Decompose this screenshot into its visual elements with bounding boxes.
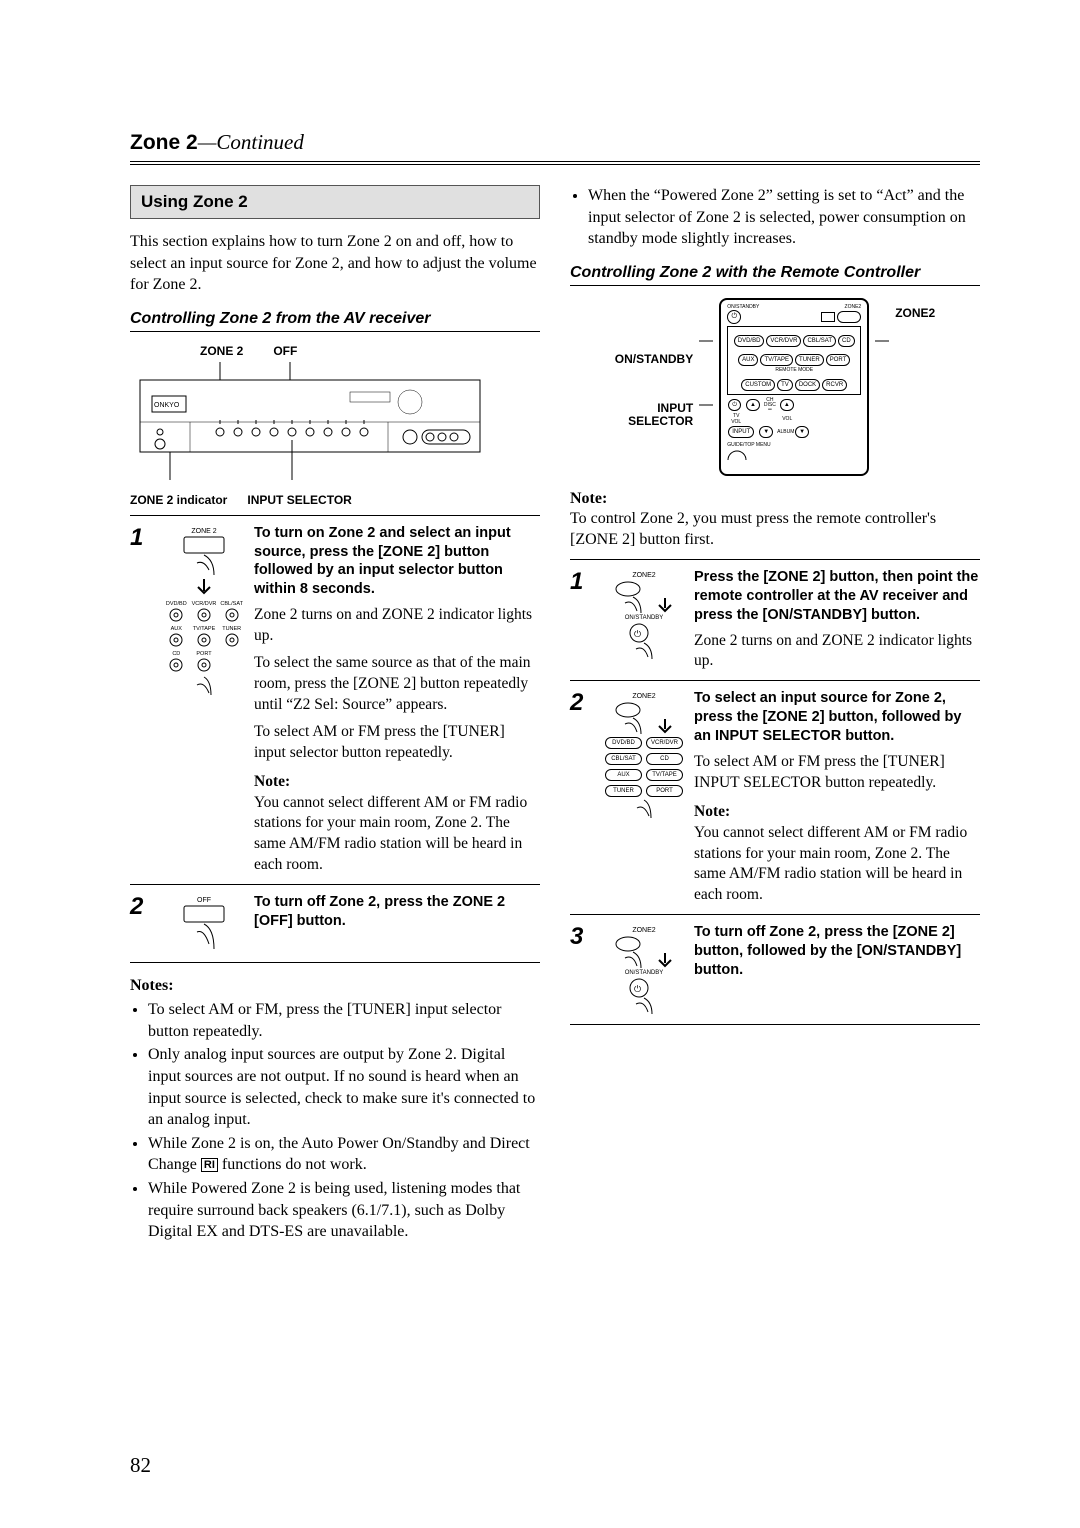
av-receiver-diagram: ZONE 2 OFF ONKYO [130, 344, 540, 507]
illus-zone2: ZONE2 [604, 927, 684, 934]
step1-note-label: Note: [254, 772, 540, 793]
rbtn: VCR/DVR [766, 335, 801, 347]
rstep2-illustration: ZONE2 DVD/BD VCR/DVR CBL/SAT CD AUX TV/TAPE… [604, 689, 684, 906]
diag-label-selector: INPUT SELECTOR [247, 493, 351, 507]
right-step-1: 1 ZONE2 ON/STANDBY ⏻ Press the [ZONE 2] … [570, 559, 980, 672]
diag-label-zone2: ZONE 2 [200, 344, 243, 358]
svg-text:⏻: ⏻ [634, 629, 641, 639]
diag-label-off: OFF [273, 344, 297, 358]
step1-instruction: To turn on Zone 2 and select an input so… [254, 524, 540, 599]
page-continued: —Continued [198, 130, 304, 154]
rstep1-instruction: Press the [ZONE 2] button, then point th… [694, 568, 980, 625]
note-item: While Zone 2 is on, the Auto Power On/St… [148, 1133, 540, 1176]
step-number: 2 [130, 893, 154, 954]
step-number: 1 [570, 568, 594, 672]
label-input-selector: INPUT SELECTOR [615, 402, 693, 428]
rstep2-instruction: To select an input source for Zone 2, pr… [694, 689, 980, 746]
left-step-1: 1 ZONE 2 DVD/BD VCR/DVR CBL/SAT AUX TV/T… [130, 515, 540, 876]
note-item: Only analog input sources are output by … [148, 1044, 540, 1130]
step-number: 3 [570, 923, 594, 1016]
right-step-3: 3 ZONE2 ON/STANDBY ⏻ To turn off Zone 2,… [570, 914, 980, 1025]
receiver-svg: ONKYO [130, 362, 490, 482]
rbtn: TV/TAPE [760, 354, 793, 366]
right-note-label: Note: [570, 490, 980, 508]
note-item: While Powered Zone 2 is being used, list… [148, 1178, 540, 1243]
rstep3-instruction: To turn off Zone 2, press the [ZONE 2] b… [694, 923, 980, 980]
left-step-2: 2 OFF To turn off Zone 2, press the ZONE… [130, 884, 540, 963]
rstep1-p1: Zone 2 turns on and ZONE 2 indicator lig… [694, 631, 980, 673]
ri-icon: RI [201, 1158, 218, 1172]
diag-label-indicator: ZONE 2 indicator [130, 493, 227, 507]
step1-note-text: You cannot select different AM or FM rad… [254, 793, 540, 877]
rbtn: PORT [646, 785, 683, 797]
down-arrow-icon [655, 952, 675, 968]
rbtn: PORT [826, 354, 851, 366]
left-column: Using Zone 2 This section explains how t… [130, 185, 540, 1245]
illus-label-zone2: ZONE 2 [164, 528, 244, 535]
step1-p1: Zone 2 turns on and ZONE 2 indicator lig… [254, 605, 540, 647]
rbtn: TUNER [605, 785, 642, 797]
rstep3-illustration: ZONE2 ON/STANDBY ⏻ [604, 923, 684, 1016]
down-arrow-icon [655, 718, 675, 734]
step-number: 2 [570, 689, 594, 906]
right-bullet: When the “Powered Zone 2” setting is set… [588, 185, 980, 250]
intro-text: This section explains how to turn Zone 2… [130, 231, 540, 296]
rbtn: CBL/SAT [803, 335, 836, 347]
step1-p3: To select AM or FM press the [TUNER] inp… [254, 722, 540, 764]
step2-illustration: OFF [164, 893, 244, 954]
right-note-text: To control Zone 2, you must press the re… [570, 508, 980, 551]
page-title: Zone 2 [130, 131, 198, 154]
remote-diagram: ON/STANDBY INPUT SELECTOR ON/STANDBYZONE… [570, 298, 980, 476]
rbtn: DVD/BD [605, 737, 642, 749]
down-arrow-icon [655, 597, 675, 613]
rbtn: TV [777, 379, 793, 391]
illus-zone2: ZONE2 [604, 693, 684, 700]
step2-instruction: To turn off Zone 2, press the ZONE 2 [OF… [254, 893, 540, 931]
rbtn: DOCK [795, 379, 820, 391]
rbtn: CBL/SAT [605, 753, 642, 765]
rstep1-illustration: ZONE2 ON/STANDBY ⏻ [604, 568, 684, 672]
notes-list: To select AM or FM, press the [TUNER] in… [148, 999, 540, 1243]
step1-p2: To select the same source as that of the… [254, 653, 540, 716]
svg-text:ONKYO: ONKYO [154, 402, 180, 409]
right-column: When the “Powered Zone 2” setting is set… [570, 185, 980, 1245]
notes-heading: Notes: [130, 977, 540, 995]
rbtn: CD [646, 753, 683, 765]
label-zone2: ZONE2 [895, 306, 935, 320]
illus-label-off: OFF [164, 897, 244, 904]
sub-heading-remote: Controlling Zone 2 with the Remote Contr… [570, 264, 980, 286]
rstep2-note-label: Note: [694, 802, 980, 823]
rbtn: INPUT [728, 426, 754, 438]
page-number: 82 [130, 1453, 151, 1478]
rstep2-p1: To select AM or FM press the [TUNER] INP… [694, 752, 980, 794]
rbtn: CUSTOM [741, 379, 775, 391]
rstep2-note-text: You cannot select different AM or FM rad… [694, 823, 980, 907]
note-item: To select AM or FM, press the [TUNER] in… [148, 999, 540, 1042]
rbtn: VCR/DVR [646, 737, 683, 749]
rbtn: CD [838, 335, 855, 347]
rbtn: TV/TAPE [646, 769, 683, 781]
label-onstandby: ON/STANDBY [615, 345, 693, 374]
rbtn: DVD/BD [734, 335, 765, 347]
rbtn: AUX [738, 354, 758, 366]
right-step-2: 2 ZONE2 DVD/BD VCR/DVR CBL/SAT CD AUX TV/TA… [570, 680, 980, 906]
rbtn: RCVR [822, 379, 847, 391]
svg-text:⏻: ⏻ [634, 984, 641, 994]
sub-heading-av: Controlling Zone 2 from the AV receiver [130, 310, 540, 332]
step-number: 1 [130, 524, 154, 876]
rbtn: AUX [605, 769, 642, 781]
section-heading: Using Zone 2 [130, 185, 540, 219]
step1-illustration: ZONE 2 DVD/BD VCR/DVR CBL/SAT AUX TV/TAP… [164, 524, 244, 876]
rbtn: TUNER [795, 354, 824, 366]
page-header: Zone 2—Continued [130, 130, 980, 165]
illus-zone2: ZONE2 [604, 572, 684, 579]
down-arrow-icon [194, 577, 214, 597]
